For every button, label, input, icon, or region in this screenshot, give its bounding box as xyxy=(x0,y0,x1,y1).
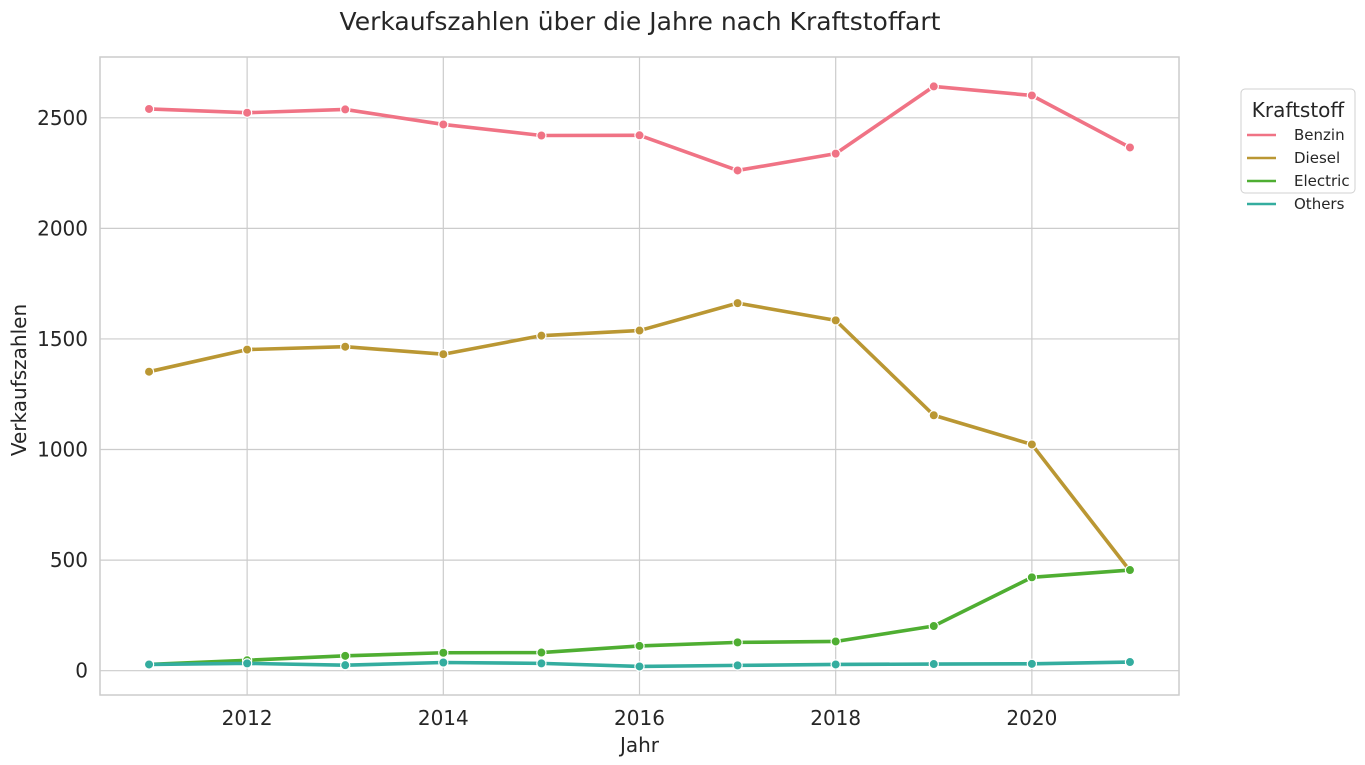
data-point-others xyxy=(928,658,939,670)
data-point-diesel xyxy=(241,344,253,355)
data-point-diesel xyxy=(830,315,841,326)
series-benzin xyxy=(143,81,1136,176)
x-tick-label: 2014 xyxy=(418,706,469,730)
data-point-others xyxy=(1124,656,1136,668)
data-point-electric xyxy=(1124,564,1136,576)
legend-label-diesel: Diesel xyxy=(1294,149,1340,167)
data-point-benzin xyxy=(143,103,155,115)
grid-lines xyxy=(100,57,1179,695)
data-point-benzin xyxy=(241,107,253,118)
legend-item-others: Others xyxy=(1247,195,1345,213)
series-others xyxy=(143,656,1136,672)
x-axis-label: Jahr xyxy=(618,733,660,757)
data-point-diesel xyxy=(634,325,645,336)
y-tick-label: 0 xyxy=(75,659,88,683)
data-point-diesel xyxy=(340,341,351,352)
data-point-electric xyxy=(340,650,351,662)
data-point-electric xyxy=(928,620,939,632)
chart-title: Verkaufszahlen über die Jahre nach Kraft… xyxy=(340,7,941,36)
legend-item-diesel: Diesel xyxy=(1247,149,1340,167)
y-tick-label: 2500 xyxy=(37,106,88,130)
data-point-electric xyxy=(634,640,645,652)
y-tick-label: 500 xyxy=(50,548,88,572)
y-tick-label: 2000 xyxy=(37,216,88,240)
axis-ticks: 2012 2014 2016 2018 2020 0 500 1000 1500 2000 2500 xyxy=(37,106,1057,730)
data-point-benzin xyxy=(1124,142,1136,153)
y-tick-label: 1500 xyxy=(37,327,88,351)
data-point-others xyxy=(634,661,645,672)
legend-label-benzin: Benzin xyxy=(1294,126,1345,144)
legend-label-electric: Electric xyxy=(1294,172,1350,190)
data-point-others xyxy=(438,657,449,668)
plot-area-frame xyxy=(99,56,1180,696)
data-point-others xyxy=(241,658,253,669)
y-tick-label: 1000 xyxy=(37,438,88,462)
series-lines xyxy=(143,81,1136,672)
data-point-electric xyxy=(830,636,841,647)
data-point-others xyxy=(536,658,547,669)
data-point-benzin xyxy=(928,81,939,92)
series-diesel xyxy=(143,297,1136,576)
legend-item-benzin: Benzin xyxy=(1247,126,1345,144)
legend-title: Kraftstoff xyxy=(1252,98,1346,122)
legend-box xyxy=(1240,88,1356,194)
data-point-diesel xyxy=(536,330,547,341)
data-point-benzin xyxy=(536,130,547,141)
x-tick-label: 2012 xyxy=(222,706,273,730)
x-tick-label: 2016 xyxy=(614,706,665,730)
data-point-benzin xyxy=(340,104,351,115)
legend-label-others: Others xyxy=(1294,195,1345,213)
data-point-benzin xyxy=(732,165,743,176)
data-point-diesel xyxy=(438,349,449,360)
x-tick-label: 2018 xyxy=(810,706,861,730)
data-point-benzin xyxy=(438,119,449,130)
y-axis-label: Verkaufszahlen xyxy=(7,304,31,456)
data-point-diesel xyxy=(1026,439,1038,450)
data-point-electric xyxy=(536,647,547,658)
data-point-diesel xyxy=(143,366,155,377)
data-point-diesel xyxy=(928,410,939,421)
data-point-others xyxy=(143,659,155,670)
data-point-benzin xyxy=(1026,90,1038,101)
data-point-others xyxy=(340,659,351,671)
data-point-diesel xyxy=(732,297,743,309)
data-point-electric xyxy=(732,637,743,648)
data-point-others xyxy=(732,660,743,671)
data-point-benzin xyxy=(830,148,841,159)
data-point-others xyxy=(1026,658,1038,670)
data-point-electric xyxy=(438,647,449,658)
x-tick-label: 2020 xyxy=(1006,706,1057,730)
legend: Kraftstoff Benzin Diesel Electric Others xyxy=(1240,88,1356,213)
legend-item-electric: Electric xyxy=(1247,172,1350,190)
data-point-others xyxy=(830,659,841,670)
legend-items: Benzin Diesel Electric Others xyxy=(1247,126,1350,213)
data-point-benzin xyxy=(634,130,645,141)
data-point-electric xyxy=(1026,572,1038,583)
